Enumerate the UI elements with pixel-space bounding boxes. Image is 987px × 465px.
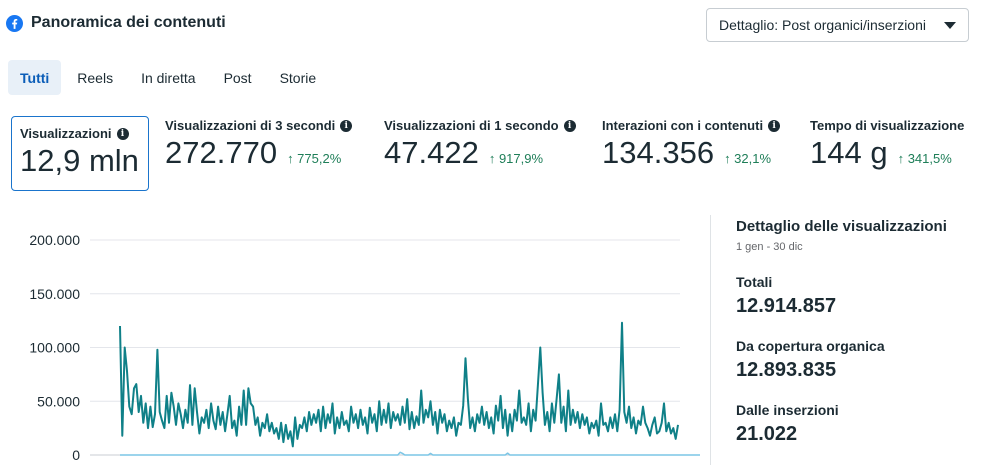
tab-reels[interactable]: Reels <box>77 69 114 86</box>
tab-post[interactable]: Post <box>223 69 252 86</box>
ads-label: Dalle inserzioni <box>736 402 839 418</box>
y-tick-label: 100.000 <box>29 340 80 356</box>
divider <box>710 215 711 465</box>
dropdown-label: Dettaglio: Post organici/inserzioni <box>719 17 926 33</box>
metric-visualizzazioni[interactable]: Visualizzazioni i 12,9 mln <box>11 116 149 191</box>
y-tick-label: 150.000 <box>29 286 80 302</box>
metric-value: 144 g <box>810 135 888 170</box>
metric-label: Interazioni con i contenuti <box>602 118 764 133</box>
page-title: Panoramica dei contenuti <box>31 14 226 31</box>
views-line-chart: 0 50.000 100.000 150.000 200.000 <box>29 232 700 463</box>
metric-value: 47.422 <box>384 135 479 170</box>
y-tick-label: 50.000 <box>37 393 80 409</box>
metric-label: Tempo di visualizzazione <box>810 118 965 133</box>
totals-value: 12.914.857 <box>736 295 837 317</box>
tab-storie[interactable]: Storie <box>279 69 317 86</box>
ads-views-line <box>120 451 700 456</box>
info-icon[interactable]: i <box>340 119 353 132</box>
info-icon[interactable]: i <box>563 119 576 132</box>
metric-visualizzazioni-3-secondi[interactable]: Visualizzazioni di 3 secondi i 272.770 ↑… <box>165 118 353 170</box>
info-icon[interactable]: i <box>116 127 129 140</box>
totals-label: Totali <box>736 274 773 290</box>
metric-value: 272.770 <box>165 135 278 170</box>
metric-change: ↑ 32,1% <box>724 151 772 166</box>
metric-value: 12,9 mln <box>20 143 139 178</box>
metric-interazioni[interactable]: Interazioni con i contenuti i 134.356 ↑ … <box>602 118 781 170</box>
facebook-icon <box>6 14 23 32</box>
tab-tutti[interactable]: Tutti <box>8 60 62 95</box>
caret-down-icon <box>944 21 956 29</box>
panel-date-range: 1 gen - 30 dic <box>736 241 803 253</box>
metric-tempo-visualizzazione[interactable]: Tempo di visualizzazione 144 g ↑ 341,5% <box>810 118 964 168</box>
tab-in-diretta[interactable]: In diretta <box>141 69 196 86</box>
panel-title: Dettaglio delle visualizzazioni <box>736 218 947 235</box>
metric-change: ↑ 775,2% <box>287 151 342 166</box>
organic-value: 12.893.835 <box>736 359 837 381</box>
y-tick-label: 200.000 <box>29 232 80 248</box>
info-icon[interactable]: i <box>768 119 781 132</box>
metric-label: Visualizzazioni di 1 secondo <box>384 118 559 133</box>
metric-label: Visualizzazioni di 3 secondi <box>165 118 336 133</box>
y-tick-label: 0 <box>72 447 80 463</box>
metric-change: ↑ 341,5% <box>897 151 952 166</box>
organic-views-line <box>119 321 679 448</box>
content-tabs: Tutti Reels In diretta Post Storie <box>8 60 328 95</box>
breakdown-dropdown[interactable]: Dettaglio: Post organici/inserzioni <box>706 8 969 42</box>
metric-change: ↑ 917,9% <box>488 151 544 166</box>
organic-label: Da copertura organica <box>736 338 885 354</box>
metric-label: Visualizzazioni <box>20 126 112 141</box>
ads-value: 21.022 <box>736 423 798 445</box>
metric-value: 134.356 <box>602 135 715 170</box>
metric-visualizzazioni-1-secondo[interactable]: Visualizzazioni di 1 secondo i 47.422 ↑ … <box>384 118 576 168</box>
page-header: Panoramica dei contenuti <box>6 14 226 32</box>
